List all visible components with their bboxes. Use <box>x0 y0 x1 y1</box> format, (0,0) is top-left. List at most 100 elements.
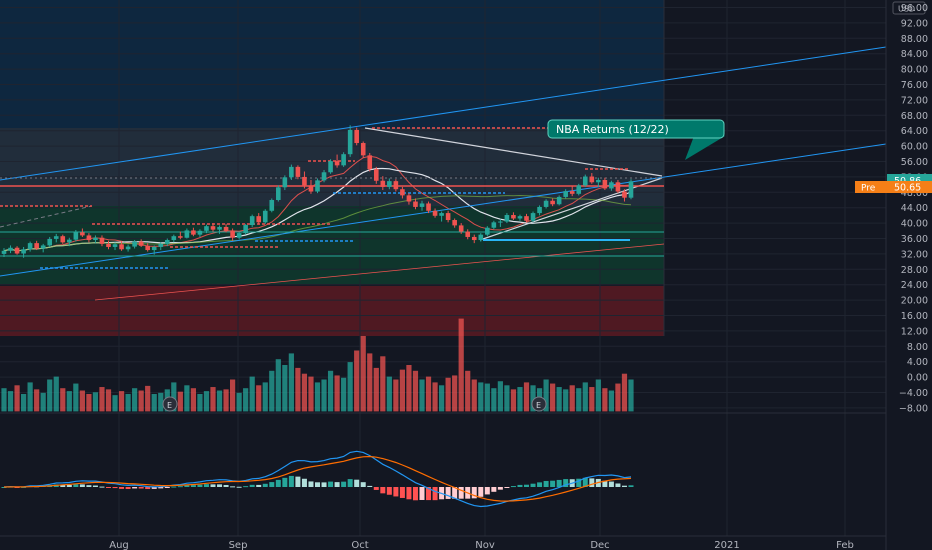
macd-histogram-bar <box>602 480 608 487</box>
candle-body <box>86 235 92 241</box>
candle-body <box>217 226 222 230</box>
volume-bar <box>334 375 340 412</box>
candle-body <box>400 189 405 196</box>
candle-body <box>439 213 444 216</box>
macd-histogram-bar <box>426 487 432 501</box>
signal-line <box>3 455 632 502</box>
macd-histogram-bar <box>106 487 111 488</box>
candle-body <box>47 238 53 246</box>
candle-body <box>341 154 346 166</box>
svg-text:E: E <box>167 401 172 410</box>
macd-histogram-bar <box>354 479 360 487</box>
macd-histogram-bar <box>497 487 503 490</box>
volume-bar <box>478 382 484 412</box>
macd-histogram-bar <box>236 486 242 488</box>
candle-body <box>302 176 307 186</box>
macd-histogram-bar <box>504 487 510 488</box>
macd-histogram-bar <box>510 486 516 488</box>
volume-bar <box>347 362 353 412</box>
volume-bar <box>1 388 7 412</box>
candle-body <box>73 232 79 240</box>
candle-body <box>321 172 327 181</box>
time-axis[interactable]: Aug Sep Oct Nov Dec 2021 Feb <box>109 540 854 550</box>
macd-histogram-bar <box>301 478 307 487</box>
volume-bar <box>53 376 59 412</box>
candle-body <box>243 225 248 234</box>
volume-bar <box>399 369 406 412</box>
earnings-marker[interactable]: E <box>531 396 547 412</box>
candle-body <box>543 200 549 207</box>
volume-bar <box>177 391 183 412</box>
macd-histogram-bar <box>177 486 183 488</box>
candle-body <box>14 247 20 254</box>
currency-label[interactable]: USD <box>892 1 926 15</box>
candle-body <box>1 250 7 254</box>
svg-text:E: E <box>536 401 541 410</box>
volume-bar <box>99 387 105 412</box>
volume-bar <box>14 385 20 412</box>
volume-bar <box>563 389 569 412</box>
volume-bar <box>282 365 288 412</box>
price-tick-label: 44.00 <box>901 203 928 214</box>
macd-histogram-bar <box>315 482 320 487</box>
trend-line <box>0 143 887 277</box>
volume-bar <box>47 379 53 412</box>
macd-histogram-bar <box>524 484 529 487</box>
price-tick-label: 68.00 <box>901 111 928 122</box>
volume-bar <box>34 389 40 412</box>
volume-bar <box>419 379 425 412</box>
macd-histogram-bar <box>210 484 216 487</box>
macd-histogram-bar <box>230 486 236 488</box>
candle-body <box>197 230 203 235</box>
candle-body <box>112 244 118 247</box>
volume-bar <box>530 385 536 412</box>
volume-bar <box>543 379 549 412</box>
macd-histogram-bar <box>530 483 536 487</box>
volume-bar <box>608 390 615 412</box>
macd-histogram-bar <box>79 484 85 487</box>
macd-histogram-bar <box>92 485 98 487</box>
candle-body <box>524 216 529 221</box>
volume-bar <box>66 391 72 412</box>
macd-histogram-bar <box>563 479 569 487</box>
macd-histogram-bar <box>190 485 196 487</box>
candle-body <box>491 222 497 228</box>
volume-bar <box>628 379 634 412</box>
volume-bar <box>465 370 471 412</box>
volume-bar <box>406 365 412 412</box>
macd-histogram-bar <box>347 479 353 487</box>
candle-body <box>419 203 425 207</box>
volume-bar <box>216 390 223 412</box>
macd-histogram-bar <box>308 481 314 487</box>
volume-bar <box>595 379 601 412</box>
macd-histogram-bar <box>151 487 157 489</box>
candle-body <box>262 210 268 223</box>
macd-histogram-bar <box>73 484 79 487</box>
candle-body <box>315 180 320 192</box>
candle-body <box>406 195 412 202</box>
date-tick-label: Oct <box>351 540 368 550</box>
earnings-marker[interactable]: E <box>162 396 178 412</box>
macd-histogram-bar <box>360 482 366 487</box>
candle-body <box>550 200 555 205</box>
volume-bar <box>151 394 157 412</box>
macd-histogram-bar <box>60 484 66 487</box>
candle-body <box>132 241 137 247</box>
macd-histogram-bar <box>341 481 347 487</box>
macd-histogram-bar <box>478 487 484 497</box>
candle-body <box>471 236 477 241</box>
candle-body <box>125 246 131 250</box>
macd-histogram-bar <box>621 485 627 487</box>
annotation-callout[interactable]: NBA Returns (12/22) <box>547 119 725 160</box>
macd-histogram-bar <box>445 487 451 499</box>
volume-bar <box>425 376 432 412</box>
candle-body <box>93 237 98 241</box>
date-tick-label: Nov <box>475 540 495 550</box>
volume-bar <box>386 376 392 412</box>
volume-bar <box>445 377 451 412</box>
candle-body <box>282 177 288 188</box>
volume-bar <box>510 389 517 412</box>
candle-body <box>347 129 353 155</box>
macd-histogram-bar <box>484 487 490 495</box>
